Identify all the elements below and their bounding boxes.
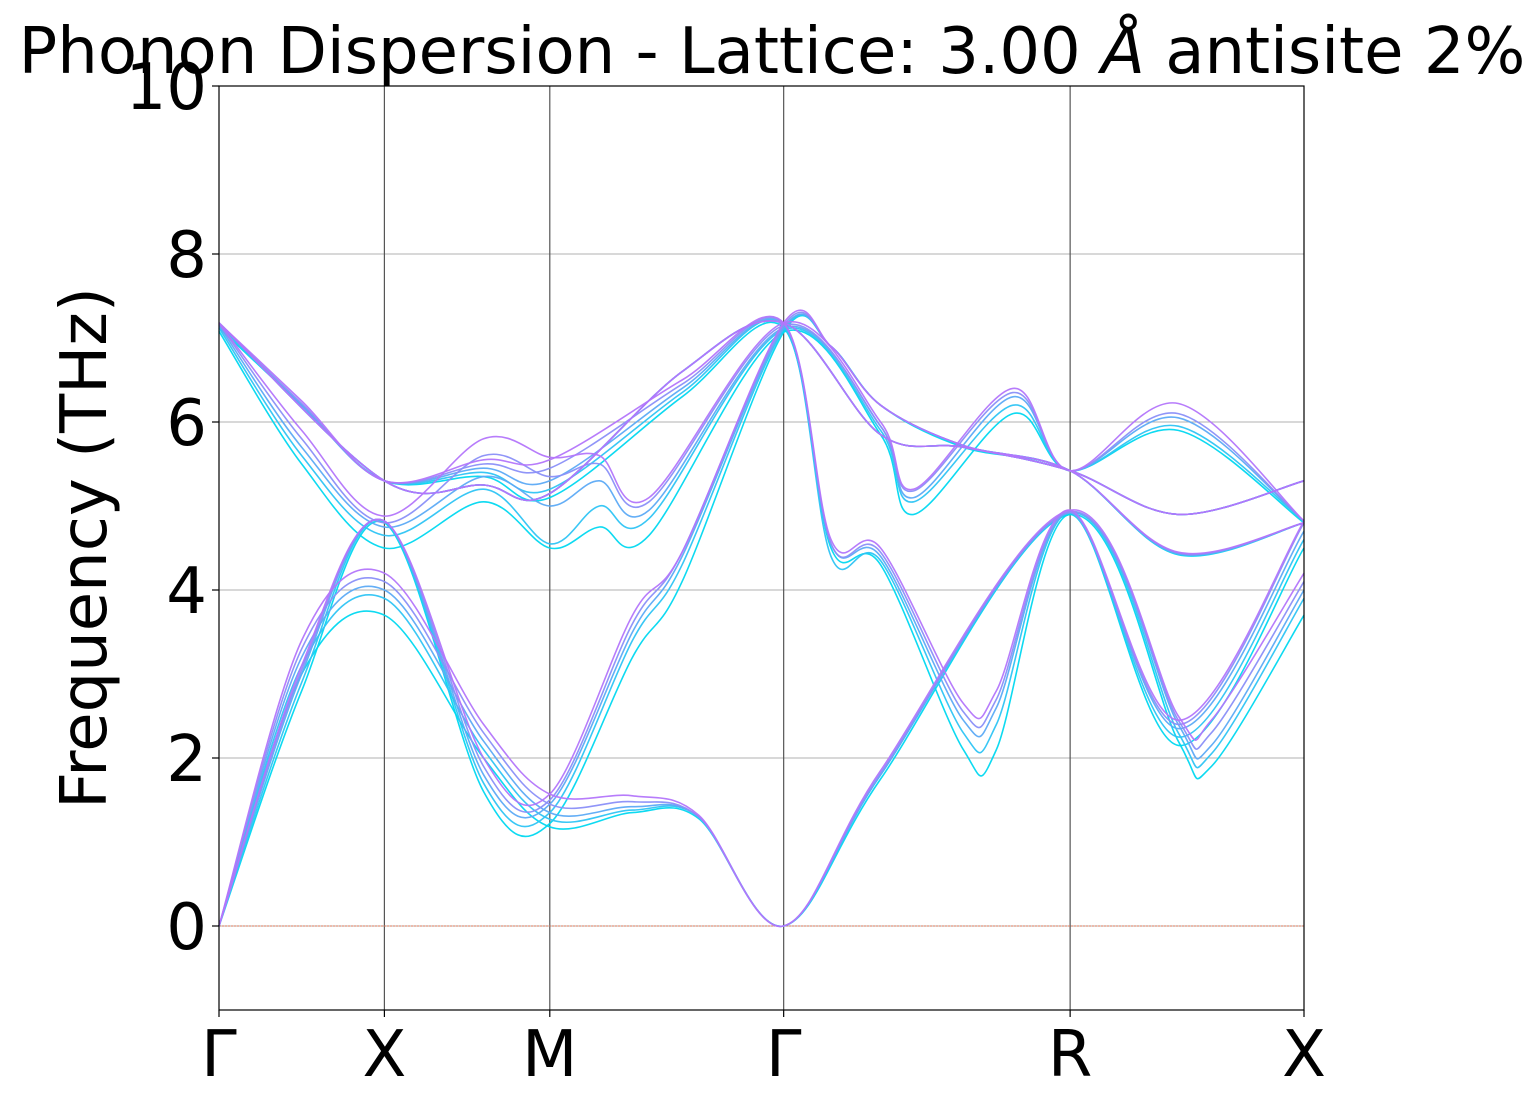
- series-5-branch-1: [218, 509, 1305, 927]
- series-5-branch-5: [218, 320, 1305, 516]
- chart-title-unit: Å: [1097, 13, 1145, 89]
- y-axis-label: Frequency (THz): [48, 287, 122, 809]
- chart-title-suffix: antisite 2%: [1165, 15, 1522, 89]
- y-tick-label: 0: [166, 891, 207, 965]
- series-4-branch-5: [218, 320, 1305, 516]
- series-5: [218, 309, 1305, 927]
- series-5-branch-2: [218, 309, 1305, 927]
- x-tick-label: R: [1048, 1018, 1092, 1092]
- y-tick-label: 4: [166, 555, 207, 629]
- series-1-branch-4: [218, 321, 1305, 777]
- plot-frame: [218, 85, 1305, 1011]
- chart-title-main: Phonon Dispersion - Lattice: 3.00: [19, 15, 1081, 89]
- axes-layer: [218, 85, 1305, 1011]
- series-3-branch-5: [218, 320, 1305, 516]
- series-2-branch-5: [218, 320, 1305, 516]
- y-tick-label: 6: [166, 387, 207, 461]
- series-1-branch-5: [218, 320, 1305, 516]
- x-tick-label: X: [362, 1018, 406, 1092]
- series-4-branch-3: [218, 323, 1305, 524]
- series-3-branch-1: [218, 511, 1305, 927]
- series-5-branch-4: [218, 315, 1305, 722]
- x-tick-label: M: [522, 1018, 577, 1092]
- series-layer: [218, 309, 1305, 927]
- series-1-branch-1: [218, 513, 1305, 927]
- chart-title: Phonon Dispersion - Lattice: 3.00 Å anti…: [19, 13, 1522, 89]
- x-tick-label: X: [1282, 1018, 1326, 1092]
- y-tick-labels: 0 2 4 6 8 10: [126, 51, 219, 965]
- y-tick-label: 10: [126, 51, 207, 125]
- series-2-branch-1: [218, 511, 1305, 927]
- series-3-branch-3: [218, 324, 1305, 528]
- x-tick-label: Γ: [766, 1018, 802, 1092]
- x-tick-label: Γ: [201, 1018, 237, 1092]
- series-4-branch-1: [218, 511, 1305, 927]
- y-tick-label: 2: [166, 723, 207, 797]
- y-tick-label: 8: [166, 219, 207, 293]
